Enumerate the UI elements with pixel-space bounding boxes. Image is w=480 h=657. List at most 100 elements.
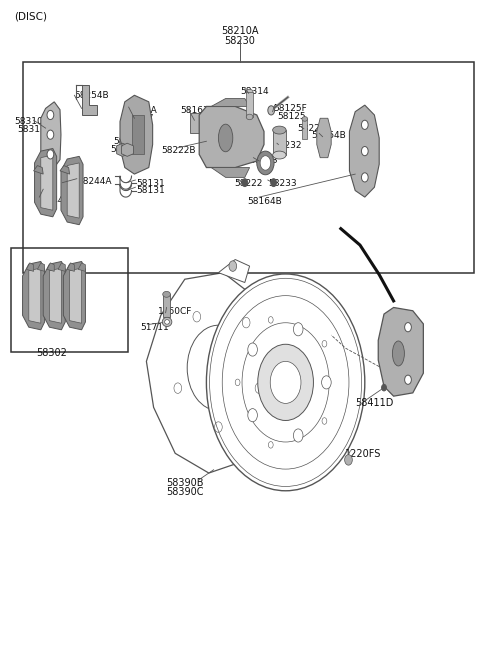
Text: 58237A: 58237A [122, 106, 157, 116]
Text: 58311: 58311 [17, 125, 46, 134]
Text: 51711: 51711 [141, 323, 169, 332]
Circle shape [268, 106, 275, 115]
Text: 58236A: 58236A [110, 145, 145, 154]
Text: 58230: 58230 [225, 36, 255, 46]
Circle shape [361, 147, 368, 156]
Circle shape [187, 325, 250, 411]
Polygon shape [41, 155, 53, 210]
Polygon shape [82, 85, 97, 115]
Circle shape [345, 455, 352, 465]
Text: 58222B: 58222B [161, 146, 195, 155]
Circle shape [361, 120, 368, 129]
Circle shape [270, 361, 301, 403]
Text: 58390C: 58390C [166, 487, 204, 497]
Circle shape [47, 150, 54, 159]
Polygon shape [67, 163, 79, 218]
Text: 58164B: 58164B [247, 197, 282, 206]
Ellipse shape [205, 115, 213, 131]
Circle shape [405, 375, 411, 384]
Circle shape [293, 323, 303, 336]
Circle shape [268, 317, 273, 323]
Ellipse shape [163, 292, 170, 297]
Ellipse shape [392, 341, 404, 366]
Circle shape [242, 317, 250, 328]
Bar [11, 248, 128, 352]
Ellipse shape [165, 320, 169, 325]
Text: 58247: 58247 [126, 114, 154, 124]
Text: 58244A: 58244A [77, 177, 111, 187]
Polygon shape [43, 261, 65, 330]
Polygon shape [211, 99, 250, 106]
Circle shape [361, 173, 368, 182]
Circle shape [322, 418, 327, 424]
Text: 58210A: 58210A [221, 26, 259, 36]
Circle shape [260, 156, 271, 170]
Polygon shape [26, 263, 34, 271]
Circle shape [229, 261, 237, 271]
Polygon shape [35, 148, 57, 217]
Polygon shape [218, 260, 250, 283]
Circle shape [248, 409, 257, 422]
Text: 58233: 58233 [268, 179, 297, 188]
Polygon shape [120, 95, 153, 174]
Polygon shape [132, 115, 144, 154]
Circle shape [206, 274, 365, 491]
Text: 58125F: 58125F [274, 104, 307, 113]
Circle shape [242, 179, 248, 187]
Polygon shape [34, 166, 43, 174]
Polygon shape [49, 268, 61, 323]
Text: 58164B: 58164B [311, 131, 346, 141]
Ellipse shape [246, 114, 253, 120]
Circle shape [268, 442, 273, 448]
Bar [163, 294, 170, 317]
Polygon shape [61, 156, 83, 225]
Polygon shape [70, 268, 82, 323]
Polygon shape [349, 105, 379, 197]
Ellipse shape [162, 317, 172, 327]
Text: 58235: 58235 [113, 137, 142, 146]
Text: 58125: 58125 [277, 112, 306, 121]
Polygon shape [378, 307, 423, 396]
Polygon shape [121, 143, 133, 156]
Text: (DISC): (DISC) [14, 12, 48, 22]
Polygon shape [211, 168, 250, 177]
Text: 58213: 58213 [250, 156, 278, 166]
Polygon shape [29, 268, 41, 323]
Text: 58131: 58131 [136, 179, 165, 188]
Polygon shape [37, 263, 45, 271]
Text: 58222: 58222 [234, 179, 263, 188]
Circle shape [193, 311, 201, 322]
Text: 58232: 58232 [274, 141, 302, 150]
Polygon shape [317, 118, 331, 158]
Ellipse shape [273, 151, 286, 159]
Polygon shape [47, 263, 54, 271]
Text: 1360CF: 1360CF [158, 307, 193, 317]
Circle shape [235, 379, 240, 386]
Circle shape [248, 343, 257, 356]
Text: 58254B: 58254B [74, 91, 109, 100]
Ellipse shape [246, 89, 253, 95]
Polygon shape [146, 273, 276, 473]
Text: 1220FS: 1220FS [345, 449, 381, 459]
Polygon shape [78, 263, 85, 271]
Circle shape [293, 429, 303, 442]
Ellipse shape [273, 126, 286, 134]
Bar [246, 92, 253, 117]
Circle shape [257, 151, 274, 175]
Text: 58411D: 58411D [355, 398, 394, 408]
Circle shape [258, 344, 313, 420]
Text: 58390B: 58390B [166, 478, 204, 488]
Ellipse shape [302, 117, 308, 121]
Polygon shape [117, 143, 129, 156]
Circle shape [174, 383, 181, 394]
Bar [190, 113, 209, 133]
Circle shape [47, 110, 54, 120]
Polygon shape [23, 261, 45, 330]
Text: 58163B: 58163B [180, 106, 215, 116]
Polygon shape [58, 263, 65, 271]
Text: 58310A: 58310A [14, 117, 49, 126]
Text: 58221: 58221 [298, 124, 326, 133]
Bar [23, 62, 474, 273]
Circle shape [322, 340, 327, 347]
Text: 58314: 58314 [240, 87, 269, 96]
